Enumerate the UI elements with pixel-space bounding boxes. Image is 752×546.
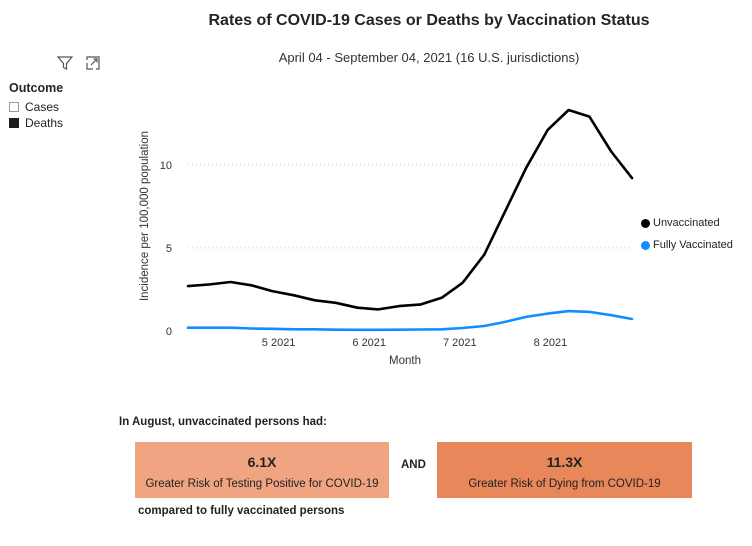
legend-label: Fully Vaccinated [653,239,733,251]
series-line-fully-vaccinated[interactable] [186,309,634,332]
y-tick-label: 0 [166,326,172,338]
legend-item-fully-vaccinated[interactable]: Fully Vaccinated [641,234,733,256]
axis-ticks: 0 5 10 5 2021 6 2021 7 2021 8 2021 [160,160,568,349]
and-label: AND [401,459,426,471]
risk-box-deaths: 11.3X Greater Risk of Dying from COVID-1… [437,442,692,498]
callout-intro: In August, unvaccinated persons had: [119,416,327,428]
x-axis-label: Month [389,355,421,367]
slicer-item-label: Cases [25,100,60,114]
x-tick-label: 6 2021 [352,337,386,349]
slicer-item-label: Deaths [25,116,64,130]
outcome-slicer: Outcome Cases Deaths [9,81,63,131]
deaths-checkbox[interactable] [9,118,19,128]
risk-box-cases: 6.1X Greater Risk of Testing Positive fo… [135,442,389,498]
risk-value: 6.1X [247,454,277,470]
chart-subtitle: April 04 - September 04, 2021 (16 U.S. j… [278,50,580,65]
focus-mode-icon[interactable] [84,54,102,72]
y-axis-label: Incidence per 100,000 population [139,131,151,301]
risk-value: 11.3X [546,454,583,470]
callout-outro: compared to fully vaccinated persons [138,505,345,517]
legend-label: Unvaccinated [653,217,720,229]
y-tick-label: 10 [160,160,172,172]
slicer-item-deaths[interactable]: Deaths [9,115,63,131]
chart-legend: Unvaccinated Fully Vaccinated [641,212,733,256]
x-tick-label: 7 2021 [443,337,477,349]
visual-toolbar [56,54,102,72]
legend-item-unvaccinated[interactable]: Unvaccinated [641,212,733,234]
gridlines [188,164,632,249]
series-line-unvaccinated[interactable] [186,108,634,311]
risk-label: Greater Risk of Testing Positive for COV… [145,478,379,490]
series-lines [186,108,634,332]
x-tick-label: 5 2021 [262,337,296,349]
chart-title: Rates of COVID-19 Cases or Deaths by Vac… [208,12,650,29]
risk-label: Greater Risk of Dying from COVID-19 [468,478,661,490]
legend-marker [641,218,650,228]
slicer-title: Outcome [9,81,64,95]
cases-checkbox[interactable] [9,102,19,112]
x-tick-label: 8 2021 [534,337,568,349]
y-tick-label: 5 [166,243,172,255]
slicer-item-cases[interactable]: Cases [9,99,63,115]
filter-icon[interactable] [56,54,74,72]
legend-marker [641,240,650,250]
